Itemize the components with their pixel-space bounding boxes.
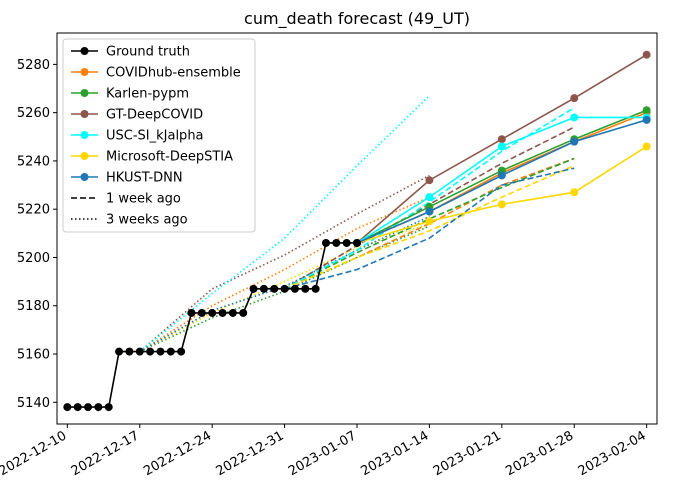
x-tick-label: 2022-12-10 bbox=[0, 428, 69, 479]
data-point bbox=[104, 403, 113, 412]
y-tick-label: 5240 bbox=[17, 154, 50, 169]
y-tick-label: 5280 bbox=[17, 58, 50, 73]
data-point bbox=[187, 308, 196, 317]
data-point bbox=[497, 135, 506, 144]
data-point bbox=[146, 347, 155, 356]
data-point bbox=[570, 137, 579, 146]
data-point bbox=[353, 238, 361, 247]
series-line-5 bbox=[356, 145, 648, 244]
data-point bbox=[218, 308, 227, 317]
data-point bbox=[249, 284, 258, 293]
data-point bbox=[425, 176, 434, 185]
x-tick-label: 2022-12-31 bbox=[214, 428, 287, 479]
data-point bbox=[115, 347, 124, 356]
x-tick-label: 2022-12-17 bbox=[69, 428, 142, 479]
legend-label: Karlen-pypm bbox=[106, 87, 189, 102]
data-point bbox=[228, 308, 237, 317]
series-line-11 bbox=[284, 165, 575, 290]
y-tick-label: 5220 bbox=[17, 203, 50, 218]
data-point bbox=[311, 284, 320, 293]
x-tick-label: 2023-01-07 bbox=[286, 428, 359, 479]
series-line-8 bbox=[284, 157, 575, 290]
data-point bbox=[125, 347, 134, 356]
data-point bbox=[301, 284, 310, 293]
data-point bbox=[208, 308, 217, 317]
legend-label: 3 weeks ago bbox=[106, 213, 188, 228]
legend: Ground truth COVIDhub-ensemble Karlen-pypm… bbox=[62, 38, 256, 233]
data-point bbox=[94, 403, 103, 412]
data-point bbox=[156, 347, 165, 356]
data-point bbox=[259, 284, 268, 293]
data-point bbox=[321, 238, 330, 247]
legend-marker bbox=[80, 173, 89, 181]
x-tick-label: 2023-01-28 bbox=[503, 428, 576, 479]
legend-marker bbox=[80, 131, 89, 139]
series-line-18 bbox=[139, 215, 430, 353]
data-point bbox=[642, 106, 651, 115]
legend-marker bbox=[80, 89, 89, 97]
data-point bbox=[642, 50, 651, 59]
x-tick-label: 2023-02-04 bbox=[576, 428, 649, 479]
series-line-12 bbox=[284, 167, 575, 290]
y-tick-label: 5200 bbox=[17, 251, 50, 266]
data-point bbox=[290, 284, 299, 293]
legend-marker bbox=[80, 68, 89, 76]
legend-label: GT-DeepCOVID bbox=[106, 108, 203, 123]
data-point bbox=[642, 142, 651, 151]
data-point bbox=[497, 200, 506, 209]
data-point bbox=[63, 403, 72, 412]
data-point bbox=[570, 113, 579, 122]
legend-marker bbox=[80, 152, 89, 160]
data-point bbox=[197, 308, 206, 317]
data-point bbox=[332, 238, 341, 247]
data-point bbox=[135, 347, 144, 356]
data-point bbox=[270, 284, 279, 293]
chart-title: cum_death forecast (49_UT) bbox=[244, 9, 470, 29]
y-tick-label: 5260 bbox=[17, 106, 50, 121]
y-tick-label: 5180 bbox=[17, 299, 50, 314]
data-point bbox=[177, 347, 186, 356]
legend-marker bbox=[80, 110, 89, 118]
series-line-10 bbox=[284, 107, 575, 290]
legend-marker bbox=[80, 47, 89, 55]
legend-label: Ground truth bbox=[106, 45, 190, 60]
x-tick-label: 2022-12-24 bbox=[141, 428, 214, 479]
plot-area bbox=[63, 50, 651, 412]
legend-box bbox=[62, 38, 256, 233]
x-tick-label: 2023-01-21 bbox=[431, 428, 504, 479]
data-point bbox=[73, 403, 82, 412]
data-point bbox=[425, 217, 434, 226]
data-point bbox=[239, 308, 248, 317]
legend-label: COVIDhub-ensemble bbox=[106, 66, 241, 81]
data-point bbox=[342, 238, 351, 247]
y-tick-label: 5160 bbox=[17, 348, 50, 363]
legend-label: USC-SI_kJalpha bbox=[106, 129, 204, 144]
data-point bbox=[84, 403, 93, 412]
x-tick-label: 2023-01-14 bbox=[358, 428, 431, 479]
data-point bbox=[166, 347, 175, 356]
data-point bbox=[497, 142, 506, 151]
y-tick-label: 5140 bbox=[17, 396, 50, 411]
data-point bbox=[425, 193, 434, 202]
series-line-17 bbox=[139, 222, 430, 353]
data-point bbox=[425, 207, 434, 216]
series-line-13 bbox=[139, 196, 430, 353]
data-point bbox=[642, 115, 651, 124]
legend-label: Microsoft-DeepSTIA bbox=[106, 150, 233, 165]
data-point bbox=[570, 94, 579, 103]
legend-label: HKUST-DNN bbox=[106, 171, 183, 186]
data-point bbox=[280, 284, 289, 293]
data-point bbox=[570, 188, 579, 197]
data-point bbox=[497, 171, 506, 180]
legend-label: 1 week ago bbox=[106, 192, 181, 207]
